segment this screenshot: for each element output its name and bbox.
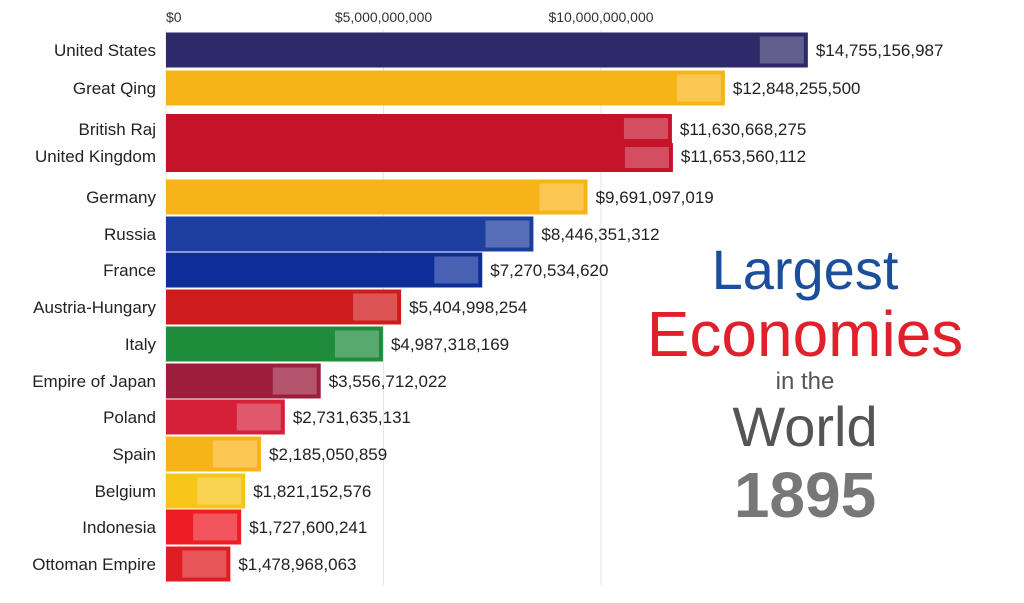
flag-icon <box>676 74 721 102</box>
value-label: $11,630,668,275 <box>680 120 806 139</box>
x-tick-label: $0 <box>166 9 182 25</box>
value-label: $1,727,600,241 <box>249 518 367 537</box>
category-label: Spain <box>113 445 156 464</box>
bar-ottoman-empire <box>166 546 231 582</box>
value-label: $12,848,255,500 <box>733 79 861 98</box>
category-label: Indonesia <box>82 518 156 537</box>
flag-icon <box>623 118 668 139</box>
value-label: $5,404,998,254 <box>409 298 527 317</box>
category-label: Italy <box>125 335 157 354</box>
bar-poland <box>166 399 285 435</box>
bar-empire-of-japan <box>166 363 321 399</box>
chart-title: Largest Economies in the World 1895 <box>610 240 1000 532</box>
flag-icon <box>197 477 242 505</box>
category-label: Empire of Japan <box>32 372 156 391</box>
value-label: $3,556,712,022 <box>329 372 447 391</box>
year-label: 1895 <box>733 459 877 531</box>
category-label: Belgium <box>95 482 156 501</box>
title-largest: Largest <box>711 238 899 301</box>
flag-icon <box>334 330 379 358</box>
bar-indonesia <box>166 509 242 545</box>
category-label: France <box>103 261 156 280</box>
flag-icon <box>193 513 238 541</box>
flag-icon <box>759 36 804 64</box>
value-label: $8,446,351,312 <box>541 225 659 244</box>
flag-icon <box>182 550 227 578</box>
flag-icon <box>272 367 317 395</box>
bar-great-qing <box>166 70 725 106</box>
value-label: $1,478,968,063 <box>238 555 356 574</box>
flag-icon <box>434 256 479 284</box>
bar-france <box>166 252 483 288</box>
bar-belgium <box>166 473 246 509</box>
title-in-the: in the <box>775 368 835 395</box>
bar-germany <box>166 179 588 215</box>
bar-united-states <box>166 32 808 68</box>
value-label: $1,821,152,576 <box>253 482 371 501</box>
bar-russia <box>166 216 534 252</box>
category-label: British Raj <box>79 120 156 139</box>
category-label: United Kingdom <box>35 147 156 166</box>
bar-british-raj <box>166 114 672 143</box>
flag-icon <box>539 183 584 211</box>
value-label: $11,653,560,112 <box>681 147 806 166</box>
bar-italy <box>166 326 383 362</box>
category-label: Germany <box>86 188 156 207</box>
bar-united-kingdom <box>166 143 673 172</box>
category-label: Russia <box>104 225 157 244</box>
category-label: Great Qing <box>73 79 156 98</box>
value-label: $2,185,050,859 <box>269 445 387 464</box>
value-label: $9,691,097,019 <box>596 188 714 207</box>
bar-austria-hungary <box>166 289 402 325</box>
bar-spain <box>166 436 262 472</box>
category-label: Ottoman Empire <box>32 555 156 574</box>
flag-icon <box>624 147 669 168</box>
flag-icon <box>353 293 398 321</box>
value-label: $2,731,635,131 <box>293 408 411 427</box>
category-label: United States <box>54 41 156 60</box>
category-label: Poland <box>103 408 156 427</box>
title-economies: Economies <box>646 298 964 370</box>
x-tick-label: $5,000,000,000 <box>335 9 433 25</box>
flag-icon <box>236 403 281 431</box>
value-label: $4,987,318,169 <box>391 335 509 354</box>
title-world: World <box>732 395 878 458</box>
x-tick-label: $10,000,000,000 <box>548 9 653 25</box>
category-label: Austria-Hungary <box>33 298 156 317</box>
value-label: $14,755,156,987 <box>816 41 944 60</box>
flag-icon <box>485 220 530 248</box>
value-label: $7,270,534,620 <box>490 261 608 280</box>
flag-icon <box>213 440 258 468</box>
